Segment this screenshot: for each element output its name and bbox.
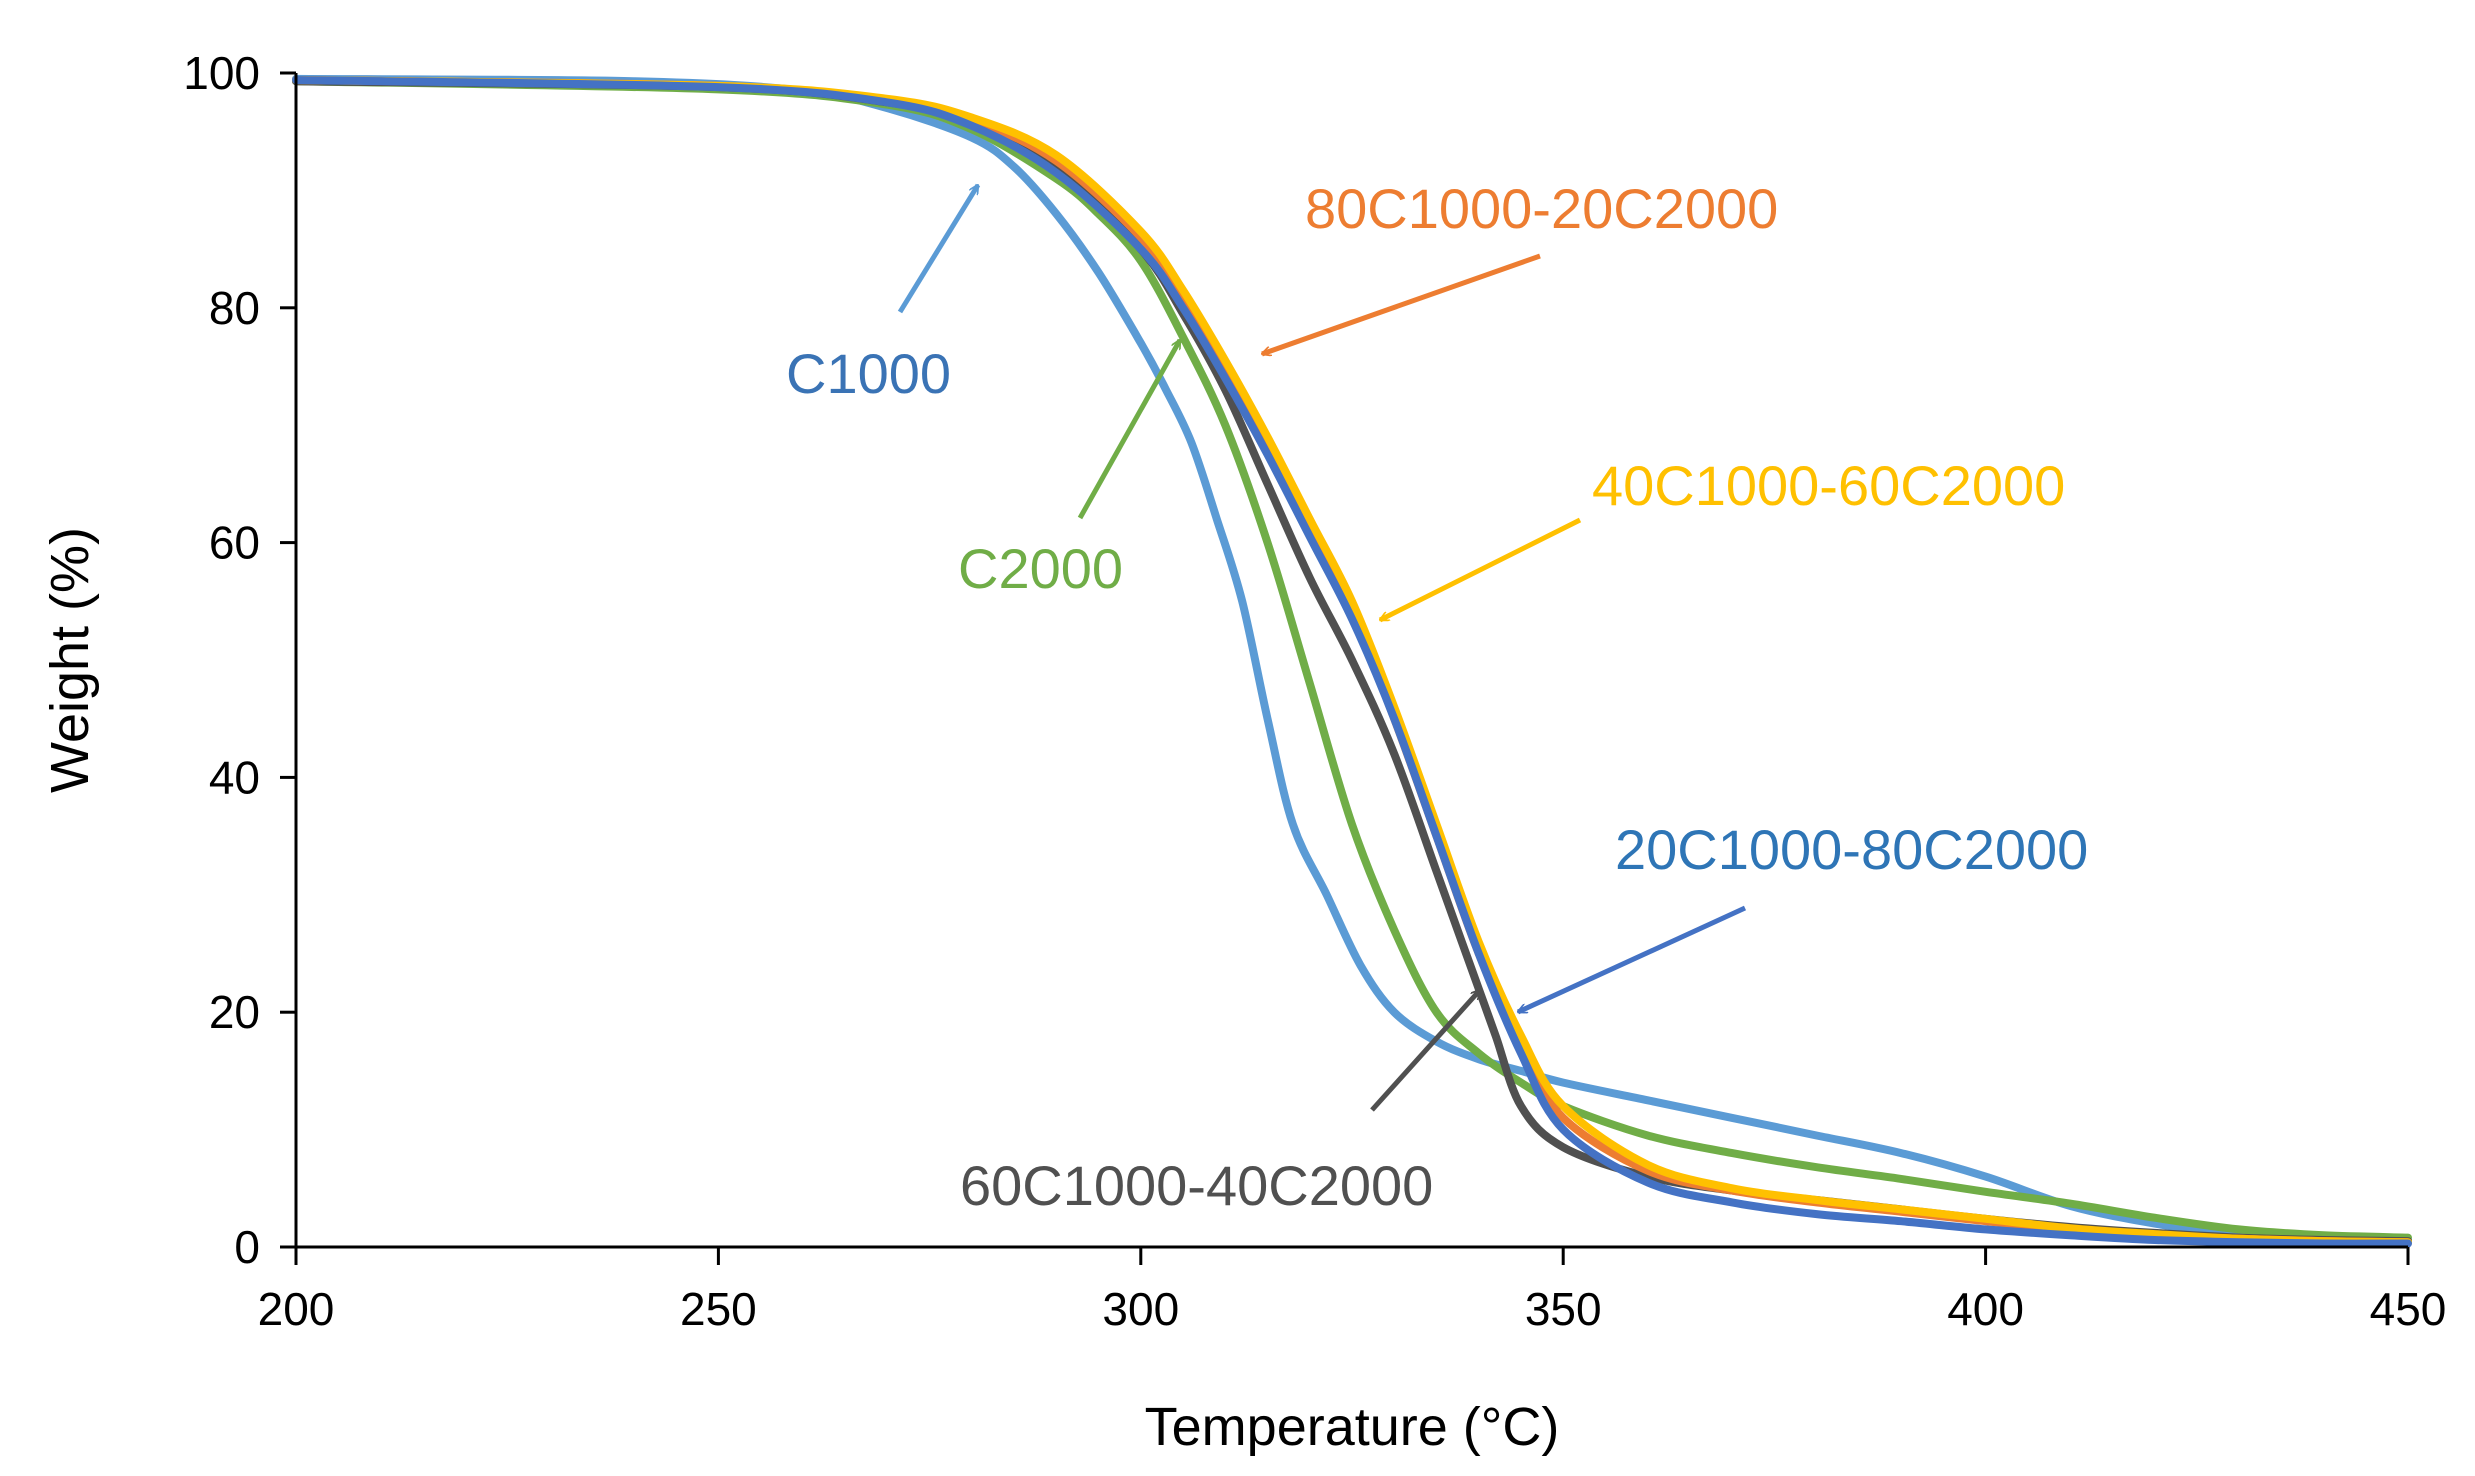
annotation-arrow-20c1000-80c2000 [1518, 905, 1747, 1015]
annotation-arrow-60c1000-40c2000 [1370, 990, 1482, 1112]
x-tick-label-300: 300 [1102, 1283, 1179, 1335]
annotation-arrow-80c1000-20c2000 [1262, 253, 1541, 354]
annotation-arrow-40c1000-60c2000 [1380, 517, 1582, 623]
y-tick-label-80: 80 [209, 282, 260, 334]
y-tick-label-20: 20 [209, 986, 260, 1038]
x-tick-label-450: 450 [2370, 1283, 2447, 1335]
x-tick-label-250: 250 [680, 1283, 757, 1335]
series-line-20c1000-80c2000 [292, 76, 2412, 1248]
series-label-40c1000-60c2000: 40C1000-60C2000 [1592, 454, 2065, 517]
y-axis-title: Weight (%) [40, 527, 100, 793]
axes [294, 73, 2408, 1249]
x-tick-label-350: 350 [1525, 1283, 1602, 1335]
plot-lines [292, 74, 2412, 1248]
series-line-c2000 [292, 77, 2412, 1242]
series-label-20c1000-80c2000: 20C1000-80C2000 [1615, 818, 2088, 881]
series-annotations: C1000 C2000 80C1000-20C2000 40C1000-60C2000… [786, 177, 2088, 1217]
annotation-arrow-c1000 [897, 185, 981, 314]
series-line-60c1000-40c2000 [292, 77, 2412, 1246]
series-label-80c1000-20c2000: 80C1000-20C2000 [1305, 177, 1778, 240]
y-tick-label-40: 40 [209, 751, 260, 803]
x-tick-label-200: 200 [258, 1283, 335, 1335]
y-tick-label-100: 100 [183, 47, 260, 99]
series-label-c2000: C2000 [958, 537, 1123, 600]
y-tick-label-60: 60 [209, 517, 260, 569]
x-tick-label-400: 400 [1947, 1283, 2024, 1335]
y-tick-label-0: 0 [234, 1221, 260, 1273]
x-axis-title: Temperature (°C) [1145, 1397, 1560, 1457]
series-label-c1000: C1000 [786, 342, 951, 405]
axis-ticks: 200 250 300 350 400 450 0 20 40 60 80 100 [183, 47, 2446, 1335]
annotation-arrow-c2000 [1077, 340, 1183, 520]
series-line-c1000 [292, 74, 2412, 1244]
series-label-60c1000-40c2000: 60C1000-40C2000 [960, 1154, 1433, 1217]
